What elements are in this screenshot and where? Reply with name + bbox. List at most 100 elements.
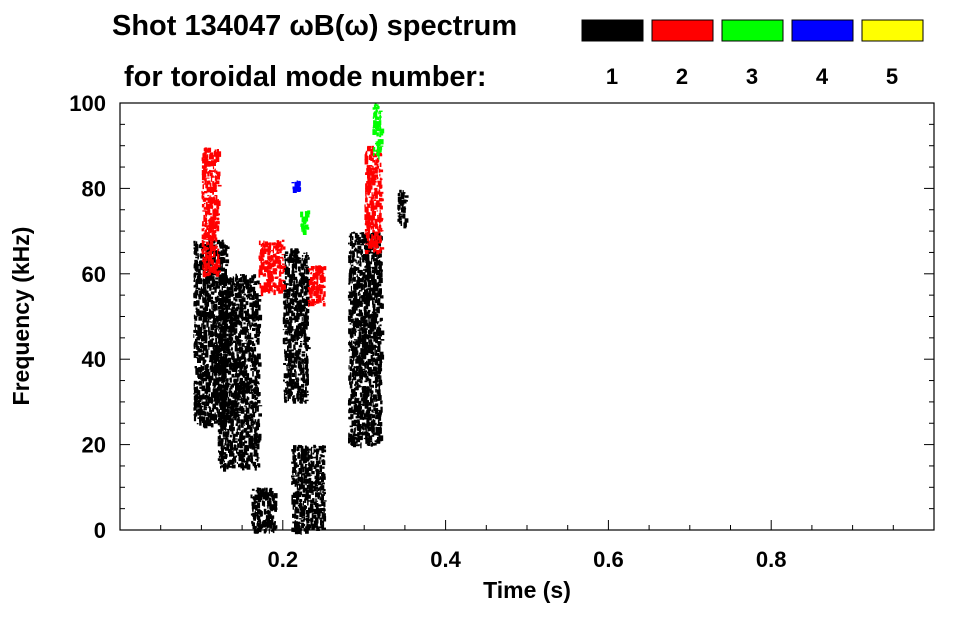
spectrum-speck (223, 446, 227, 450)
spectrum-speck (356, 241, 361, 245)
spectrum-speck (245, 462, 247, 469)
spectrum-speck (291, 470, 296, 473)
spectrum-speck (374, 293, 378, 296)
spectrum-speck (359, 248, 361, 251)
spectrum-speck (243, 428, 247, 433)
spectrum-speck (363, 319, 368, 325)
spectrum-speck (196, 423, 199, 425)
spectrum-speck (207, 241, 209, 245)
spectrum-speck (290, 305, 294, 309)
spectrum-speck (199, 411, 201, 418)
spectrum-speck (219, 386, 223, 390)
spectrum-speck (257, 317, 260, 320)
spectrum-speck (364, 265, 369, 268)
spectrum-speck (364, 404, 369, 409)
spectrum-speck (243, 293, 245, 296)
spectrum-speck (305, 270, 310, 275)
spectrum-speck (359, 418, 363, 420)
spectrum-speck (360, 317, 364, 321)
spectrum-speck (253, 396, 256, 398)
spectrum-speck (254, 407, 257, 414)
spectrum-speck (301, 287, 304, 293)
spectrum-speck (246, 396, 249, 398)
spectrum-speck (251, 362, 256, 367)
spectrum-speck (208, 381, 212, 383)
spectrum-speck (256, 359, 259, 365)
spectrum-speck (223, 463, 225, 469)
spectrum-speck (254, 428, 256, 433)
spectrum-speck (301, 484, 305, 489)
spectrum-speck (210, 271, 215, 276)
spectrum-speck (404, 218, 409, 223)
spectrum-speck (206, 385, 210, 391)
spectrum-speck (369, 235, 372, 239)
spectrum-speck (206, 284, 210, 289)
spectrum-speck (193, 243, 197, 247)
spectrum-speck (402, 213, 406, 219)
spectrum-speck (214, 221, 218, 227)
spectrum-speck (219, 313, 224, 319)
spectrum-speck (300, 457, 303, 461)
spectrum-speck (294, 305, 298, 310)
spectrum-speck (244, 357, 246, 360)
spectrum-speck (222, 258, 225, 262)
spectrum-speck (298, 267, 301, 271)
spectrum-speck (220, 324, 223, 328)
spectrum-speck (198, 244, 202, 248)
spectrum-speck (226, 418, 229, 421)
spectrum-speck (380, 424, 382, 430)
spectrum-speck (217, 441, 220, 447)
spectrum-speck (288, 259, 293, 263)
spectrum-speck (212, 403, 216, 410)
spectrum-speck (219, 440, 223, 446)
spectrum-speck (365, 433, 368, 440)
spectrum-speck (239, 380, 244, 386)
spectrum-speck (356, 262, 358, 265)
spectrum-speck (362, 272, 366, 278)
spectrum-speck (305, 345, 308, 352)
spectrum-speck (227, 450, 231, 452)
spectrum-speck (294, 270, 298, 273)
spectrum-speck (237, 370, 239, 372)
spectrum-speck (222, 380, 224, 386)
spectrum-speck (369, 330, 371, 336)
spectrum-speck (285, 387, 288, 393)
spectrum-speck (249, 401, 254, 404)
spectrum-speck (214, 412, 216, 416)
spectrum-speck (212, 413, 215, 419)
spectrum-speck (250, 425, 252, 428)
spectrum-speck (268, 514, 272, 520)
spectrum-speck (245, 435, 250, 438)
spectrum-speck (218, 337, 221, 343)
spectrum-speck (305, 515, 309, 518)
spectrum-speck (217, 429, 221, 433)
spectrum-speck (237, 336, 239, 338)
spectrum-speck (221, 409, 226, 415)
spectrum-speck (350, 333, 353, 339)
spectrum-speck (359, 321, 361, 327)
spectrum-speck (366, 360, 368, 366)
spectrum-speck (364, 380, 368, 383)
spectrum-speck (292, 300, 295, 306)
spectrum-speck (349, 372, 352, 378)
spectrum-speck (287, 307, 292, 314)
spectrum-speck (370, 339, 373, 345)
spectrum-speck (195, 307, 198, 310)
spectrum-speck (362, 254, 366, 260)
spectrum-speck (315, 503, 317, 506)
spectrum-speck (364, 289, 367, 294)
spectrum-speck (380, 317, 383, 321)
spectrum-speck (370, 348, 374, 355)
spectrum-speck (312, 509, 314, 512)
spectrum-speck (218, 322, 220, 328)
spectrum-speck (221, 279, 224, 285)
spectrum-speck (354, 392, 357, 397)
spectrum-speck (231, 464, 236, 469)
spectrum-speck (231, 373, 235, 378)
spectrum-speck (357, 374, 360, 376)
spectrum-speck (304, 469, 308, 475)
spectrum-speck (291, 318, 295, 321)
spectrum-speck (201, 261, 203, 266)
spectrum-speck (355, 239, 358, 242)
spectrum-speck (363, 299, 368, 305)
